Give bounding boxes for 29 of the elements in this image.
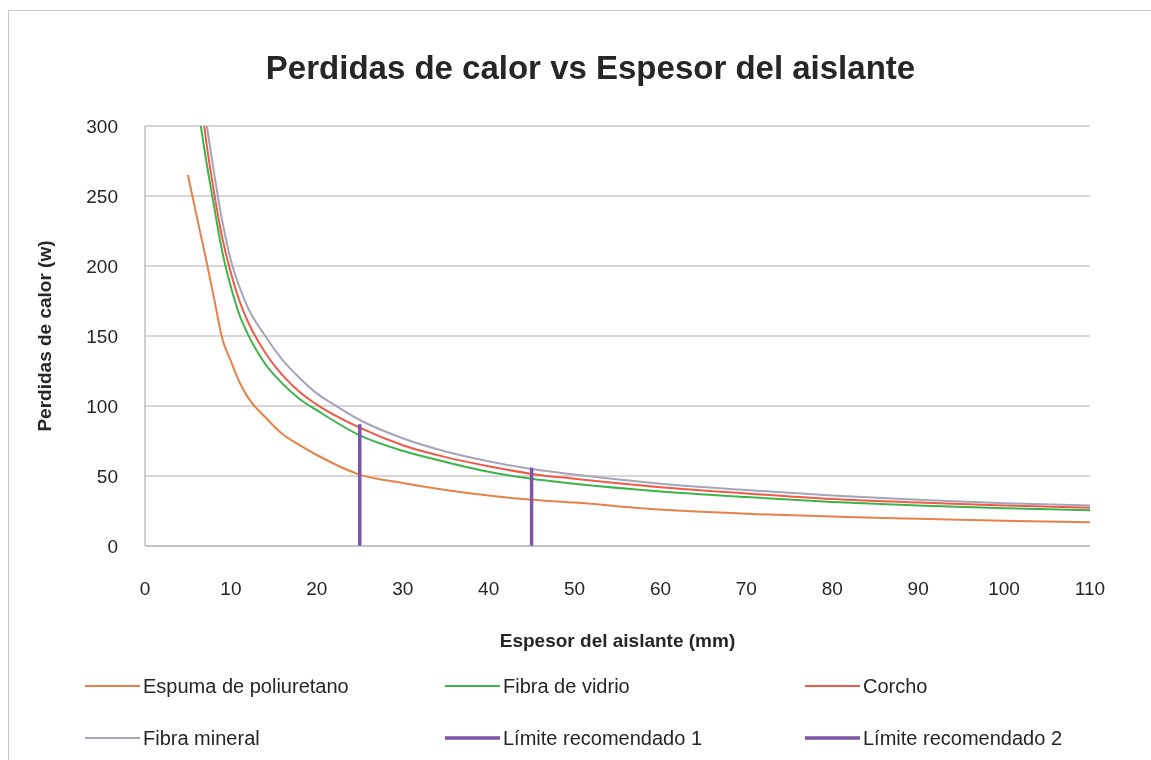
x-tick-label: 0 — [139, 578, 151, 600]
chart-title: Perdidas de calor vs Espesor del aislante — [264, 48, 917, 88]
x-tick-label: 40 — [478, 578, 500, 600]
legend-label: Límite recomendado 1 — [503, 726, 703, 750]
legend-label: Fibra de vidrio — [503, 674, 630, 698]
y-tick-label: 0 — [107, 535, 118, 557]
x-tick-label: 20 — [306, 578, 328, 600]
legend-label: Límite recomendado 2 — [863, 726, 1063, 750]
y-tick-label: 50 — [96, 465, 118, 487]
x-tick-label: 60 — [649, 578, 672, 600]
x-tick-label: 110 — [1074, 578, 1106, 600]
x-tick-label: 30 — [392, 578, 414, 600]
y-tick-label: 200 — [86, 255, 118, 277]
legend-label: Espuma de poliuretano — [143, 674, 349, 698]
y-tick-label: 150 — [86, 325, 118, 347]
y-tick-label: 300 — [86, 115, 118, 137]
x-tick-label: 80 — [821, 578, 843, 600]
x-axis-title: Espesor del aislante (mm) — [498, 629, 737, 653]
y-axis-title: Perdidas de calor (w) — [33, 240, 56, 432]
x-tick-label: 50 — [563, 578, 586, 600]
legend-label: Corcho — [863, 674, 928, 698]
x-tick-label: 90 — [907, 578, 929, 600]
line-series — [186, 174, 1090, 524]
legend-label: Fibra mineral — [143, 726, 260, 750]
x-tick-label: 70 — [735, 578, 757, 600]
y-tick-label: 100 — [86, 395, 118, 417]
x-tick-label: 10 — [220, 578, 242, 600]
y-tick-label: 250 — [86, 185, 118, 207]
x-tick-label: 100 — [988, 578, 1020, 600]
